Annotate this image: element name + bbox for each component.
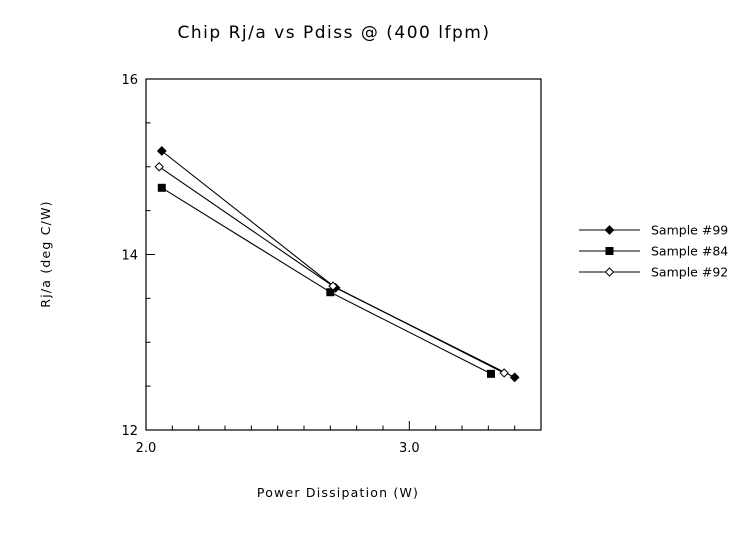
series-1 — [156, 146, 520, 383]
data-point — [154, 162, 164, 172]
plot-frame — [145, 78, 542, 431]
legend-label: Sample #92 — [651, 265, 728, 280]
x-tick-label: 2.0 — [136, 441, 157, 456]
legend-item: Sample #99 — [579, 223, 728, 238]
data-point — [326, 288, 335, 297]
y-tick-label: 12 — [121, 424, 138, 439]
chart-title: Chip Rj/a vs Pdiss @ (400 lfpm) — [178, 23, 491, 43]
data-point — [509, 372, 520, 383]
data-point — [486, 369, 495, 378]
legend-marker — [605, 247, 614, 255]
y-axis-label: Rj/a (deg C/W) — [38, 200, 53, 307]
axis-ticks: 2.0 3.0 12 14 16 — [121, 73, 516, 456]
data-point — [328, 281, 338, 291]
legend-marker — [604, 225, 615, 235]
legend-marker — [604, 267, 615, 277]
y-tick-label: 16 — [121, 73, 138, 88]
data-point — [156, 146, 167, 156]
series-line — [158, 166, 505, 374]
legend-item: Sample #84 — [579, 244, 728, 259]
x-axis-label: Power Dissipation (W) — [257, 485, 419, 500]
legend-item: Sample #92 — [579, 265, 728, 280]
legend-label: Sample #99 — [651, 223, 728, 238]
data-point — [157, 183, 166, 192]
series-layer — [154, 146, 520, 383]
x-tick-label: 3.0 — [399, 441, 420, 456]
data-point — [499, 368, 509, 378]
series-3 — [154, 162, 509, 378]
y-tick-label: 14 — [121, 249, 138, 264]
legend-label: Sample #84 — [651, 244, 728, 259]
legend: Sample #99 Sample #84 Sample #92 — [579, 223, 728, 280]
series-line — [161, 150, 515, 378]
series-2 — [157, 183, 495, 378]
